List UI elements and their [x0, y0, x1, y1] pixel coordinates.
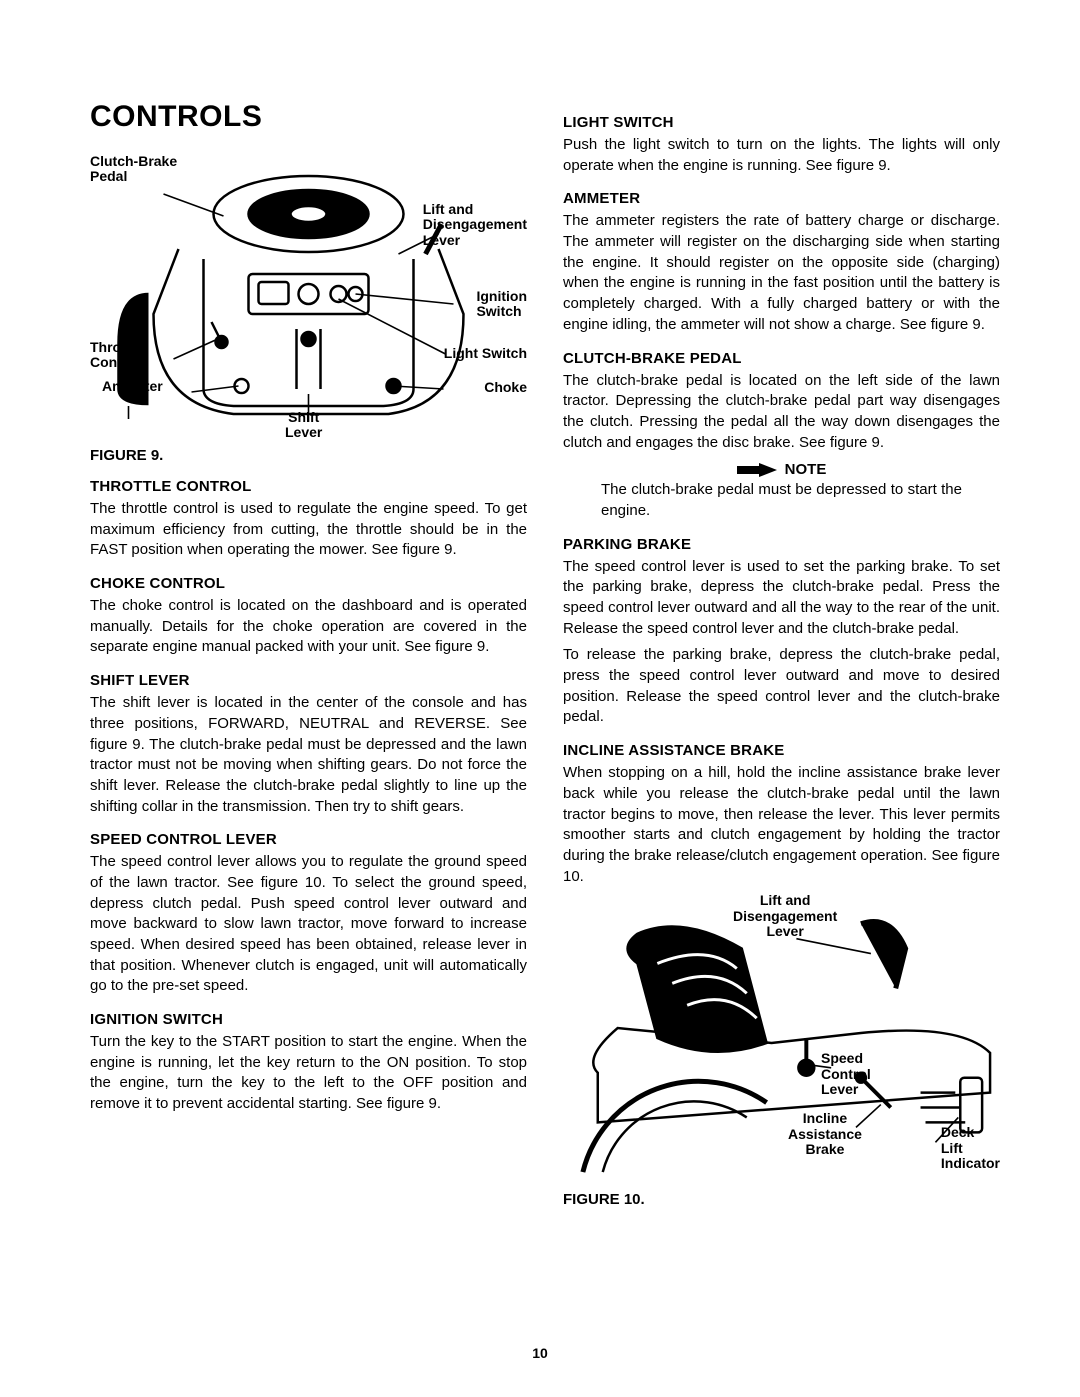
fig9-label-clutch-brake-pedal: Clutch-Brake Pedal [90, 154, 177, 185]
page: CONTROLS [0, 0, 1080, 1260]
section-heading: SHIFT LEVER [90, 672, 527, 689]
fig10-label-incline-brake: Incline Assistance Brake [788, 1111, 862, 1157]
page-number: 10 [0, 1345, 1080, 1361]
note-block: NOTE The clutch-brake pedal must be depr… [563, 461, 1000, 521]
note-heading-text: NOTE [785, 461, 827, 478]
section-heading: PARKING BRAKE [563, 536, 1000, 553]
left-column: CONTROLS [90, 100, 527, 1220]
figure-9-caption: FIGURE 9. [90, 447, 527, 464]
body-paragraph: The speed control lever allows you to re… [90, 852, 527, 997]
fig9-label-choke: Choke [484, 380, 527, 395]
section-heading: IGNITION SWITCH [90, 1011, 527, 1028]
fig9-label-ammeter: Ammeter [102, 379, 163, 394]
section-heading: CLUTCH-BRAKE PEDAL [563, 350, 1000, 367]
section-heading: AMMETER [563, 190, 1000, 207]
fig9-label-light-switch: Light Switch [444, 346, 527, 361]
section-heading: THROTTLE CONTROL [90, 478, 527, 495]
body-paragraph: Turn the key to the START position to st… [90, 1032, 527, 1115]
section-heading: SPEED CONTROL LEVER [90, 831, 527, 848]
body-paragraph: When stopping on a hill, hold the inclin… [563, 763, 1000, 887]
fig9-label-lift-lever: Lift and Disengagement Lever [423, 202, 527, 248]
note-heading: NOTE [563, 461, 1000, 478]
right-sections-after-note: PARKING BRAKE The speed control lever is … [563, 536, 1000, 888]
body-paragraph: The shift lever is located in the center… [90, 693, 527, 817]
body-paragraph: The throttle control is used to regulate… [90, 499, 527, 561]
figure-9-illustration [90, 154, 527, 439]
body-paragraph: The choke control is located on the dash… [90, 596, 527, 658]
body-paragraph: The speed control lever is used to set t… [563, 557, 1000, 640]
note-body: The clutch-brake pedal must be depressed… [563, 478, 1000, 521]
note-arrow-icon [737, 463, 777, 477]
body-paragraph: Push the light switch to turn on the lig… [563, 135, 1000, 176]
figure-10-caption: FIGURE 10. [563, 1191, 1000, 1208]
figure-9: Clutch-Brake Pedal Lift and Disengagemen… [90, 154, 527, 439]
figure-10: Lift and Disengagement Lever Speed Contr… [563, 893, 1000, 1183]
fig10-label-speed-control: Speed Control Lever [821, 1051, 871, 1097]
body-paragraph: The ammeter registers the rate of batter… [563, 211, 1000, 335]
fig9-label-shift-lever: Shift Lever [285, 410, 322, 441]
fig9-label-throttle-control: Throttle Control [90, 340, 142, 371]
section-heading: LIGHT SWITCH [563, 114, 1000, 131]
body-paragraph: To release the parking brake, depress th… [563, 645, 1000, 728]
section-heading: INCLINE ASSISTANCE BRAKE [563, 742, 1000, 759]
right-column: LIGHT SWITCH Push the light switch to tur… [563, 100, 1000, 1220]
fig9-label-ignition-switch: Ignition Switch [476, 289, 527, 320]
body-paragraph: The clutch-brake pedal is located on the… [563, 371, 1000, 454]
fig10-label-deck-lift: Deck Lift Indicator [941, 1125, 1000, 1171]
section-heading: CHOKE CONTROL [90, 575, 527, 592]
page-title: CONTROLS [90, 100, 527, 134]
fig10-label-lift-lever: Lift and Disengagement Lever [733, 893, 837, 939]
left-sections: THROTTLE CONTROL The throttle control is … [90, 478, 527, 1115]
right-sections-before-note: LIGHT SWITCH Push the light switch to tur… [563, 114, 1000, 453]
